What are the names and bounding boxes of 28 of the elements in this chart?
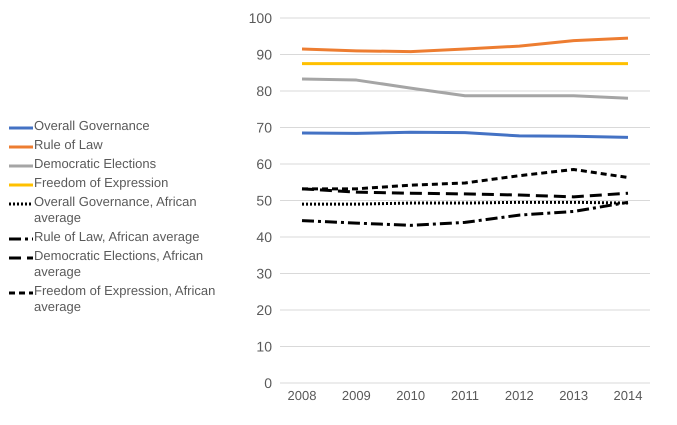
y-tick-label: 10 bbox=[256, 338, 272, 354]
x-tick-label: 2012 bbox=[504, 388, 534, 404]
y-tick-label: 70 bbox=[256, 119, 272, 136]
y-tick-label: 0 bbox=[264, 374, 272, 391]
legend-label: Freedom of Expression, African average bbox=[34, 283, 216, 315]
y-tick-label: 40 bbox=[256, 228, 272, 245]
legend-label: Overall Governance, African average bbox=[34, 194, 198, 226]
y-tick-label: 20 bbox=[256, 302, 272, 318]
line-series bbox=[300, 36, 630, 54]
y-tick-label: 80 bbox=[256, 82, 272, 99]
y-tick-label: 50 bbox=[256, 192, 272, 208]
y-tick-label: 90 bbox=[256, 46, 272, 62]
x-tick-label: 2008 bbox=[288, 388, 316, 404]
legend-label: Freedom of Expression bbox=[34, 175, 168, 191]
legend-label: Overall Governance bbox=[34, 118, 150, 134]
y-tick-label: 30 bbox=[256, 265, 272, 282]
x-tick-label: 2014 bbox=[614, 388, 642, 404]
x-tick-label: 2011 bbox=[451, 388, 479, 404]
x-tick-label: 2010 bbox=[396, 388, 426, 404]
x-tick-label: 2013 bbox=[559, 388, 588, 404]
line-series bbox=[300, 77, 630, 100]
x-tick-label: 2009 bbox=[342, 388, 371, 404]
legend-label: Rule of Law bbox=[34, 137, 103, 153]
legend-label: Democratic Elections bbox=[34, 156, 156, 172]
y-tick-label: 60 bbox=[256, 156, 272, 172]
legend-label: Rule of Law, African average bbox=[34, 229, 200, 245]
y-tick-label: 100 bbox=[248, 10, 272, 26]
legend-label: Democratic Elections, African average bbox=[34, 248, 204, 280]
